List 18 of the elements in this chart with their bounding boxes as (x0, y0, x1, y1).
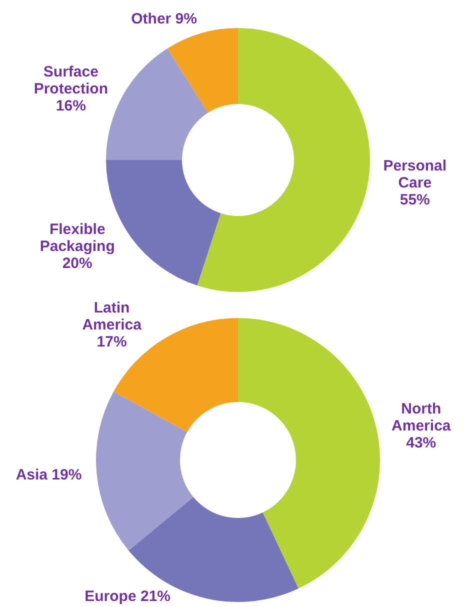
slice-label: Latin America (82, 299, 142, 334)
data-label: 16% (56, 98, 86, 115)
slice-label: Europe 21% (84, 588, 171, 605)
data-label: 43% (406, 434, 436, 452)
donut-slice (167, 28, 238, 113)
slice-label: Flexible Packaging (40, 220, 115, 255)
slice-label: Other 9% (131, 10, 197, 28)
donut-slice (197, 28, 370, 292)
slice-label: North America (392, 400, 452, 434)
donut-slice (238, 318, 380, 588)
donut-slice (106, 48, 208, 160)
data-label: 55% (400, 191, 430, 208)
data-label: 17% (96, 333, 127, 350)
slice-label: Personal Care (383, 157, 447, 192)
donut-slice (96, 392, 194, 551)
data-label: 20% (62, 254, 92, 272)
slice-label: Surface Protection (34, 64, 108, 98)
slice-label: Asia 19% (16, 466, 82, 484)
